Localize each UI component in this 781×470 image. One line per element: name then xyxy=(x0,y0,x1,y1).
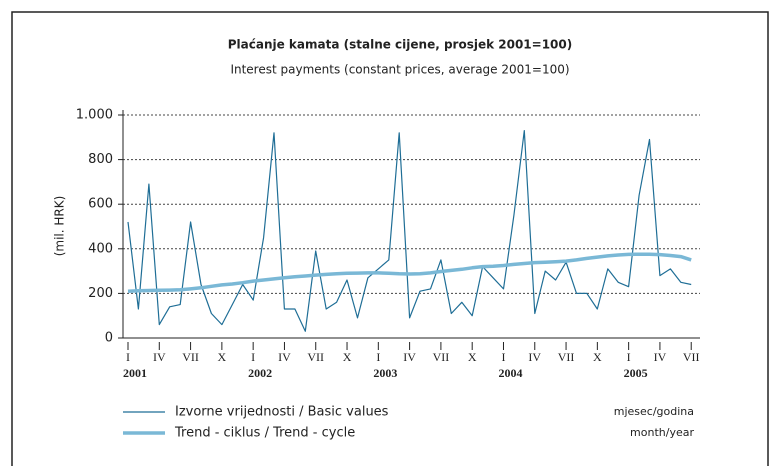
x-tick-label: X xyxy=(593,350,602,364)
legend-label: Izvorne vrijednosti / Basic values xyxy=(175,405,389,420)
chart-subtitle: Interest payments (constant prices, aver… xyxy=(230,63,569,77)
x-tick-label: VII xyxy=(182,350,199,364)
x-tick-label: VII xyxy=(433,350,450,364)
x-tick-label: I xyxy=(501,350,505,364)
x-tick-label: X xyxy=(343,350,352,364)
chart-title: Plaćanje kamata (stalne cijene, prosjek … xyxy=(228,38,573,52)
x-tick-label: I xyxy=(251,350,255,364)
x-tick-label: I xyxy=(126,350,130,364)
x-axis-label: mjesec/godina xyxy=(614,405,694,418)
x-tick-label: VII xyxy=(558,350,575,364)
x-tick-label: X xyxy=(468,350,477,364)
frame xyxy=(11,11,769,470)
y-axis-label: (mil. HRK) xyxy=(53,196,67,257)
y-tick-label: 200 xyxy=(88,286,113,301)
year-label: 2001 xyxy=(123,366,147,380)
legend-label: Trend - ciklus / Trend - cycle xyxy=(174,426,355,441)
x-tick-label: IV xyxy=(278,350,291,364)
y-tick-label: 0 xyxy=(105,331,113,346)
x-tick-label: IV xyxy=(153,350,166,364)
x-tick-label: I xyxy=(627,350,631,364)
y-tick-label: 600 xyxy=(88,197,113,212)
year-label: 2002 xyxy=(248,366,272,380)
data-line xyxy=(127,130,692,332)
year-label: 2003 xyxy=(373,366,397,380)
x-tick-label: IV xyxy=(403,350,416,364)
x-tick-label: X xyxy=(218,350,227,364)
data-line xyxy=(127,252,692,293)
x-tick-label: VII xyxy=(683,350,700,364)
y-tick-label: 1.000 xyxy=(76,108,113,123)
year-label: 2004 xyxy=(498,366,522,380)
year-label: 2005 xyxy=(624,366,648,380)
y-tick-label: 800 xyxy=(88,152,113,167)
x-tick-label: VII xyxy=(307,350,324,364)
x-axis-label-en: month/year xyxy=(630,426,694,439)
y-tick-label: 400 xyxy=(88,241,113,256)
x-tick-label: IV xyxy=(654,350,667,364)
x-tick-label: I xyxy=(376,350,380,364)
x-tick-label: IV xyxy=(528,350,541,364)
